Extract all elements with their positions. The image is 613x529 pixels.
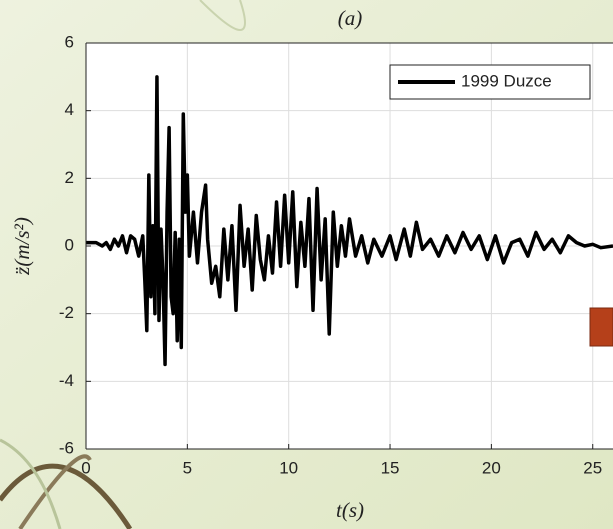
y-tick-label: 4 — [65, 100, 74, 119]
decor-square — [589, 307, 613, 347]
decor — [0, 438, 62, 529]
x-tick-label: 10 — [279, 458, 298, 477]
decor — [0, 463, 133, 529]
x-tick-label: 5 — [183, 458, 192, 477]
decor — [18, 454, 92, 529]
data-line — [86, 75, 613, 367]
y-tick-label: -6 — [59, 438, 74, 457]
legend-label: 1999 Duzce — [461, 71, 552, 90]
y-tick-label: 0 — [65, 235, 74, 254]
y-tick-label: -2 — [59, 303, 74, 322]
x-tick-label: 15 — [381, 458, 400, 477]
y-tick-label: 2 — [65, 168, 74, 187]
y-tick-label: -4 — [59, 371, 74, 390]
y-tick-label: 6 — [65, 32, 74, 51]
x-axis-label: t(s) — [336, 498, 364, 522]
decor — [199, 0, 246, 31]
x-tick-label: 25 — [583, 458, 602, 477]
x-tick-label: 0 — [81, 458, 90, 477]
y-axis-label: z̈(m/s²) — [10, 217, 34, 276]
chart-title: (a) — [338, 6, 363, 30]
x-tick-label: 20 — [482, 458, 501, 477]
